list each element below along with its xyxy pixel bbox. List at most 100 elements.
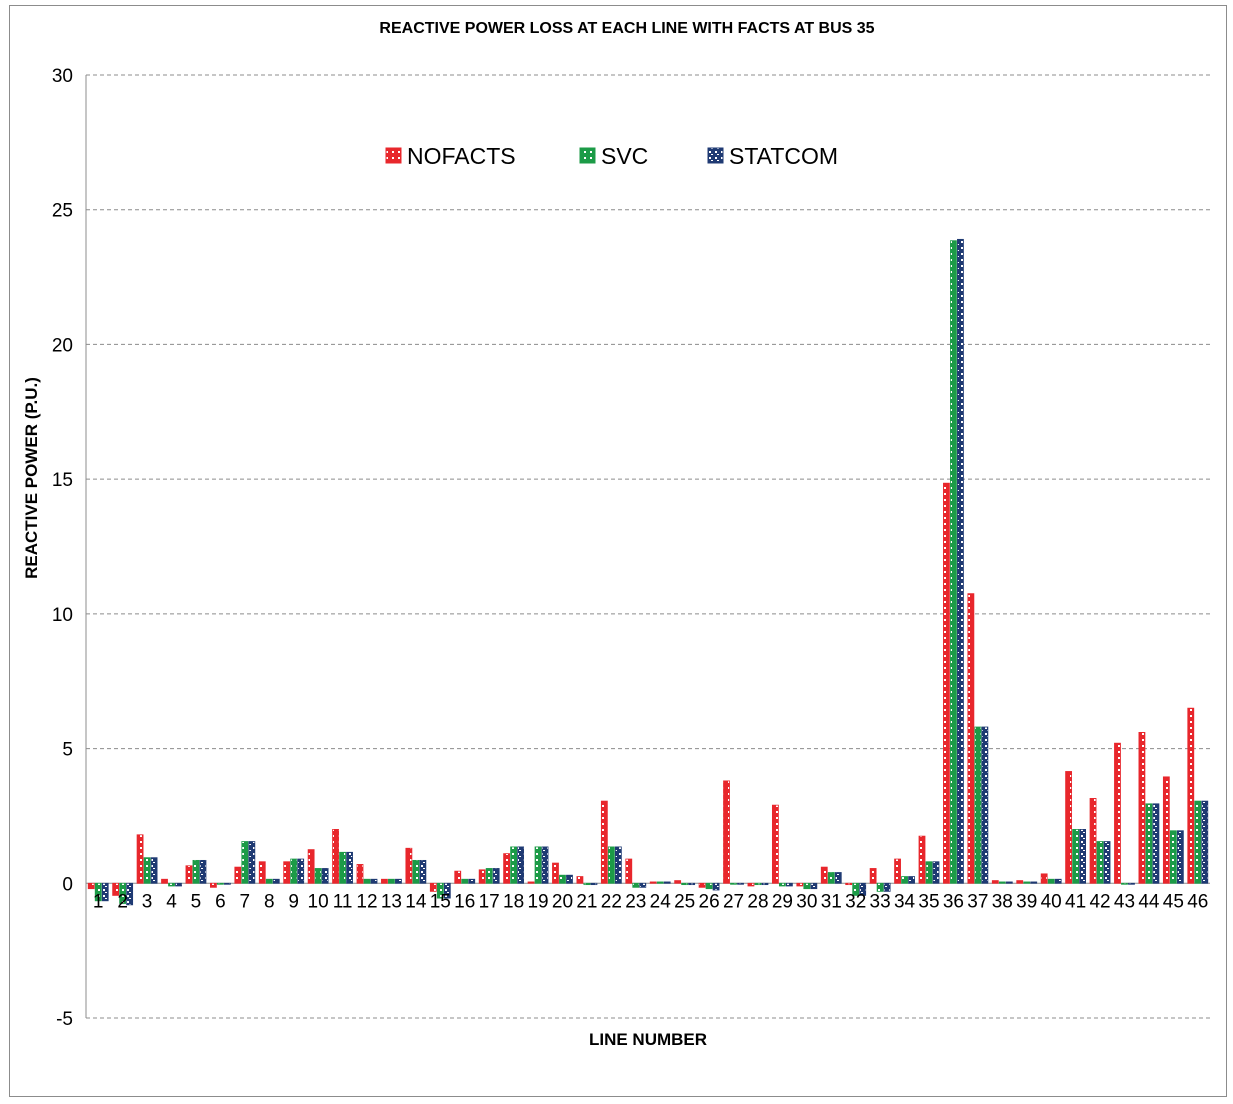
bar-svc-23 bbox=[632, 882, 640, 888]
bar-svc-4 bbox=[168, 882, 175, 887]
bar-nofacts-3 bbox=[136, 834, 144, 884]
bar-nofacts-15 bbox=[429, 882, 437, 892]
bar-statcom-14 bbox=[419, 859, 427, 884]
x-tick-label: 26 bbox=[699, 891, 720, 912]
bar-nofacts-5 bbox=[185, 865, 193, 884]
bar-nofacts-35 bbox=[918, 835, 926, 884]
x-tick-label: 31 bbox=[821, 891, 842, 912]
bar-statcom-32 bbox=[859, 882, 867, 896]
x-tick-label: 34 bbox=[894, 891, 916, 912]
bar-statcom-1 bbox=[101, 882, 109, 902]
bar-nofacts-18 bbox=[503, 853, 511, 884]
bar-svc-15 bbox=[436, 882, 444, 899]
x-tick-label: 14 bbox=[405, 891, 427, 912]
x-tick-label: 4 bbox=[166, 891, 177, 912]
x-tick-label: 44 bbox=[1138, 891, 1160, 912]
bar-nofacts-38 bbox=[991, 880, 999, 884]
bar-svc-2 bbox=[119, 882, 127, 904]
bar-nofacts-11 bbox=[332, 829, 339, 884]
x-tick-label: 35 bbox=[918, 891, 939, 912]
bar-statcom-11 bbox=[346, 851, 353, 884]
bar-svc-17 bbox=[485, 868, 493, 884]
x-tick-label: 33 bbox=[870, 891, 891, 912]
bar-nofacts-2 bbox=[112, 882, 120, 896]
x-axis-title: LINE NUMBER bbox=[589, 1030, 707, 1049]
bar-svc-34 bbox=[901, 876, 908, 884]
x-tick-labels: 1 2 3 4 5 6 7 8 9 10 11 12 13 14 15 16 17 18 19 20 21 22 23 24 2… bbox=[93, 891, 1208, 912]
bar-svc-18 bbox=[510, 846, 518, 884]
x-tick-label: 17 bbox=[479, 891, 500, 912]
bar-nofacts-33 bbox=[869, 868, 877, 884]
y-tick-label: 25 bbox=[52, 201, 73, 222]
bar-statcom-9 bbox=[297, 858, 305, 884]
x-tick-label: 30 bbox=[796, 891, 817, 912]
bar-statcom-5 bbox=[199, 859, 207, 884]
bar-statcom-21 bbox=[590, 882, 598, 886]
bar-svc-12 bbox=[363, 878, 371, 884]
x-tick-label: 15 bbox=[430, 891, 451, 912]
bar-nofacts-24 bbox=[649, 881, 657, 884]
bar-nofacts-10 bbox=[307, 849, 315, 884]
bar-statcom-16 bbox=[468, 878, 476, 884]
y-tick-label: 5 bbox=[62, 740, 73, 761]
bar-svc-6 bbox=[216, 882, 224, 885]
legend-swatch-nofacts bbox=[385, 147, 402, 164]
legend-swatch-statcom bbox=[707, 147, 724, 164]
bar-svc-14 bbox=[412, 859, 420, 884]
x-tick-label: 1 bbox=[93, 891, 104, 912]
bar-svc-20 bbox=[559, 874, 566, 884]
bar-svc-5 bbox=[192, 859, 200, 884]
bar-svc-38 bbox=[998, 881, 1006, 884]
bar-statcom-22 bbox=[614, 846, 622, 884]
bar-statcom-6 bbox=[223, 882, 231, 885]
bar-svc-8 bbox=[265, 878, 273, 884]
x-tick-label: 23 bbox=[625, 891, 646, 912]
x-tick-label: 2 bbox=[117, 891, 128, 912]
bar-nofacts-44 bbox=[1138, 732, 1146, 884]
legend-label-statcom: STATCOM bbox=[729, 143, 838, 169]
bar-svc-19 bbox=[534, 846, 542, 884]
bar-svc-33 bbox=[876, 882, 884, 892]
bar-nofacts-28 bbox=[747, 882, 755, 887]
bar-nofacts-39 bbox=[1016, 880, 1024, 884]
bar-nofacts-42 bbox=[1089, 798, 1097, 884]
y-tick-label: 30 bbox=[52, 66, 73, 87]
bar-svc-10 bbox=[314, 868, 322, 884]
x-tick-label: 5 bbox=[191, 891, 202, 912]
x-tick-label: 22 bbox=[601, 891, 622, 912]
x-tick-label: 16 bbox=[454, 891, 475, 912]
bar-statcom-2 bbox=[126, 882, 134, 906]
bar-statcom-4 bbox=[175, 882, 182, 887]
bar-svc-25 bbox=[681, 882, 689, 886]
bar-statcom-46 bbox=[1201, 800, 1209, 884]
bar-svc-21 bbox=[583, 882, 591, 886]
x-tick-label: 20 bbox=[552, 891, 573, 912]
bar-svc-36 bbox=[950, 240, 957, 884]
bar-svc-9 bbox=[290, 858, 298, 884]
y-axis-title: REACTIVE POWER (P.U.) bbox=[22, 377, 41, 579]
bar-svc-43 bbox=[1121, 882, 1128, 885]
bar-nofacts-13 bbox=[381, 878, 388, 884]
bar-statcom-33 bbox=[883, 882, 891, 892]
bar-statcom-18 bbox=[517, 846, 525, 884]
bar-statcom-40 bbox=[1054, 878, 1062, 884]
x-tick-label: 7 bbox=[240, 891, 251, 912]
x-tick-label: 21 bbox=[576, 891, 597, 912]
bar-svc-3 bbox=[143, 857, 151, 884]
x-tick-label: 6 bbox=[215, 891, 226, 912]
x-tick-label: 32 bbox=[845, 891, 866, 912]
x-tick-label: 19 bbox=[527, 891, 548, 912]
bar-nofacts-26 bbox=[698, 882, 706, 888]
bar-svc-29 bbox=[778, 882, 786, 887]
bar-svc-42 bbox=[1096, 841, 1104, 884]
bar-svc-35 bbox=[925, 861, 933, 884]
bar-nofacts-16 bbox=[454, 870, 462, 884]
bar-svc-11 bbox=[339, 851, 346, 884]
bar-svc-27 bbox=[730, 882, 737, 885]
x-tick-label: 43 bbox=[1114, 891, 1135, 912]
bar-statcom-35 bbox=[932, 861, 940, 884]
bar-nofacts-6 bbox=[209, 882, 217, 888]
bar-statcom-20 bbox=[566, 874, 573, 884]
x-tick-label: 41 bbox=[1065, 891, 1086, 912]
bar-svc-28 bbox=[754, 882, 762, 886]
